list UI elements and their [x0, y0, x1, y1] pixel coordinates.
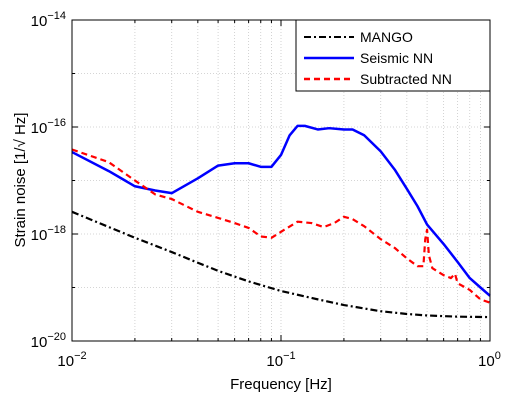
y-tick-label: 10−16	[31, 117, 66, 137]
tick-labels: 10−2 10−1 100 10−20 10−18 10−16 10−14	[31, 10, 501, 370]
series-layer	[71, 124, 491, 319]
x-tick-label: 100	[478, 350, 501, 370]
legend: MANGO Seismic NN Subtracted NN	[295, 19, 491, 92]
series-line-mango	[71, 210, 491, 319]
y-tick-label: 10−14	[31, 10, 66, 30]
y-axis-label: Strain noise [1/√ Hz]	[12, 113, 29, 248]
x-tick-label: 10−1	[266, 350, 295, 370]
legend-label-subtracted: Subtracted NN	[360, 71, 452, 87]
legend-label-seismic: Seismic NN	[360, 50, 433, 66]
y-tick-label: 10−18	[31, 224, 66, 244]
series-line-subtracted-nn	[71, 148, 491, 304]
x-tick-label: 10−2	[57, 350, 86, 370]
x-axis-label: Frequency [Hz]	[230, 376, 332, 393]
y-tick-label: 10−20	[31, 331, 66, 351]
series-line-seismic-nn	[71, 124, 491, 297]
legend-label-mango: MANGO	[360, 29, 413, 45]
